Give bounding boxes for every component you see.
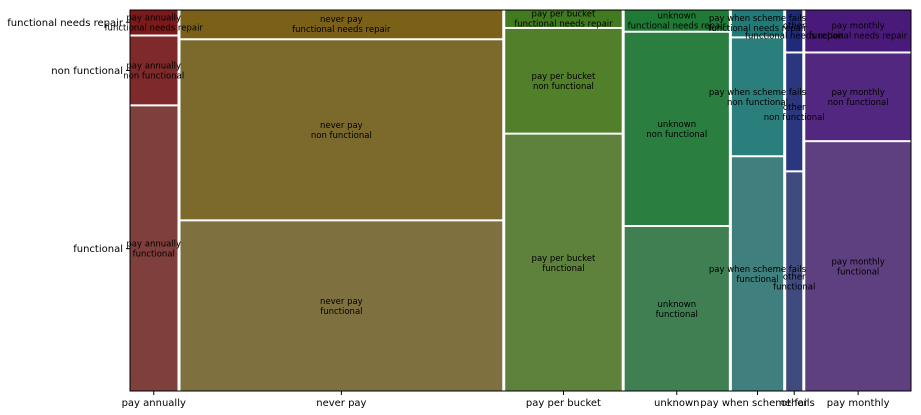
tile-label-pay-annually-functional: pay annually functional [126,240,181,260]
mosaic-tile-other-functional [786,172,803,391]
tile-label-other-functional-needs-repair: other functional needs repair [745,22,844,42]
mosaic-tile-pay-monthly-non-functional [805,53,911,141]
y-tick-label-functional-needs-repair: functional needs repair [7,18,124,29]
x-axis: pay annually never pay pay per bucket unkno… [122,391,890,409]
mosaic-tile-pay-monthly-functional-needs-repair [805,10,911,52]
mosaic-tile-never-pay-functional-needs-repair [180,10,503,39]
mosaic-tile-other-non-functional [786,53,803,171]
mosaic-tile-pay-annually-functional-needs-repair [130,10,178,35]
mosaic-tile-pay-when-scheme-fails-functional-needs-repair [731,10,784,37]
mosaic-tile-pay-per-bucket-functional [505,134,622,391]
tile-label-other-functional: other functional [773,273,815,293]
plot-frame [129,9,912,392]
x-tick-label-other: other [781,398,809,409]
tile-label-never-pay-functional-needs-repair: never pay functional needs repair [292,15,391,35]
mosaic-tile-pay-annually-non-functional [130,36,178,105]
mosaic-tile-unknown-functional-needs-repair [624,10,729,31]
x-tick-label-never-pay: never pay [316,398,366,409]
tile-label-pay-when-scheme-fails-functional: pay when scheme fails functional [709,265,807,285]
x-tick-label-pay-when-scheme-fails: pay when scheme fails [700,398,814,409]
tile-label-pay-monthly-functional: pay monthly functional [831,258,884,278]
mosaic-tile-pay-per-bucket-non-functional [505,28,622,133]
tile-label-unknown-functional-needs-repair: unknown functional needs repair [628,11,727,31]
x-tick-label-pay-annually: pay annually [122,398,186,409]
tile-label-pay-annually-functional-needs-repair: pay annually functional needs repair [105,13,204,33]
tile-label-unknown-functional: unknown functional [656,300,698,320]
mosaic-tile-never-pay-non-functional [180,40,503,220]
tile-label-pay-monthly-functional-needs-repair: pay monthly functional needs repair [809,22,908,42]
x-tick-label-pay-per-bucket: pay per bucket [526,398,601,409]
x-tick-label-pay-monthly: pay monthly [827,398,890,409]
mosaic-tile-pay-per-bucket-functional-needs-repair [505,10,622,27]
tile-labels: pay annually functional pay annually non fu… [105,9,908,320]
mosaic-tiles [130,10,911,392]
y-tick-label-non-functional: non functional [51,66,123,77]
tile-label-pay-annually-non-functional: pay annually non functional [123,61,184,81]
mosaic-tile-pay-monthly-functional [805,142,911,391]
mosaic-tile-pay-when-scheme-fails-functional [731,157,784,391]
mosaic-tile-pay-when-scheme-fails-non-functional [731,38,784,156]
tile-label-pay-when-scheme-fails-functional-needs-repair: pay when scheme fails functional needs re… [708,14,807,34]
tile-label-unknown-non-functional: unknown non functional [646,120,707,140]
mosaic-tile-unknown-functional [624,227,729,391]
tile-label-pay-monthly-non-functional: pay monthly non functional [828,88,889,108]
tile-label-never-pay-functional: never pay functional [320,297,363,317]
mosaic-tile-other-functional-needs-repair [786,10,803,52]
x-tick-label-unknown: unknown [654,398,699,409]
tile-label-never-pay-non-functional: never pay non functional [311,121,372,141]
y-axis: functional non functional functional needs… [7,18,130,255]
mosaic-tile-pay-annually-functional [130,106,178,392]
tile-label-pay-per-bucket-non-functional: pay per bucket non functional [532,72,596,92]
tile-label-other-non-functional: other non functional [764,103,825,123]
y-tick-label-functional: functional [73,244,123,255]
tile-label-pay-per-bucket-functional: pay per bucket functional [532,254,596,274]
tile-label-pay-per-bucket-functional-needs-repair: pay per bucket functional needs repair [514,9,613,29]
mosaic-tile-unknown-non-functional [624,32,729,226]
mosaic-tile-never-pay-functional [180,221,503,391]
tile-label-pay-when-scheme-fails-non-functional: pay when scheme fails non functional [709,88,807,108]
